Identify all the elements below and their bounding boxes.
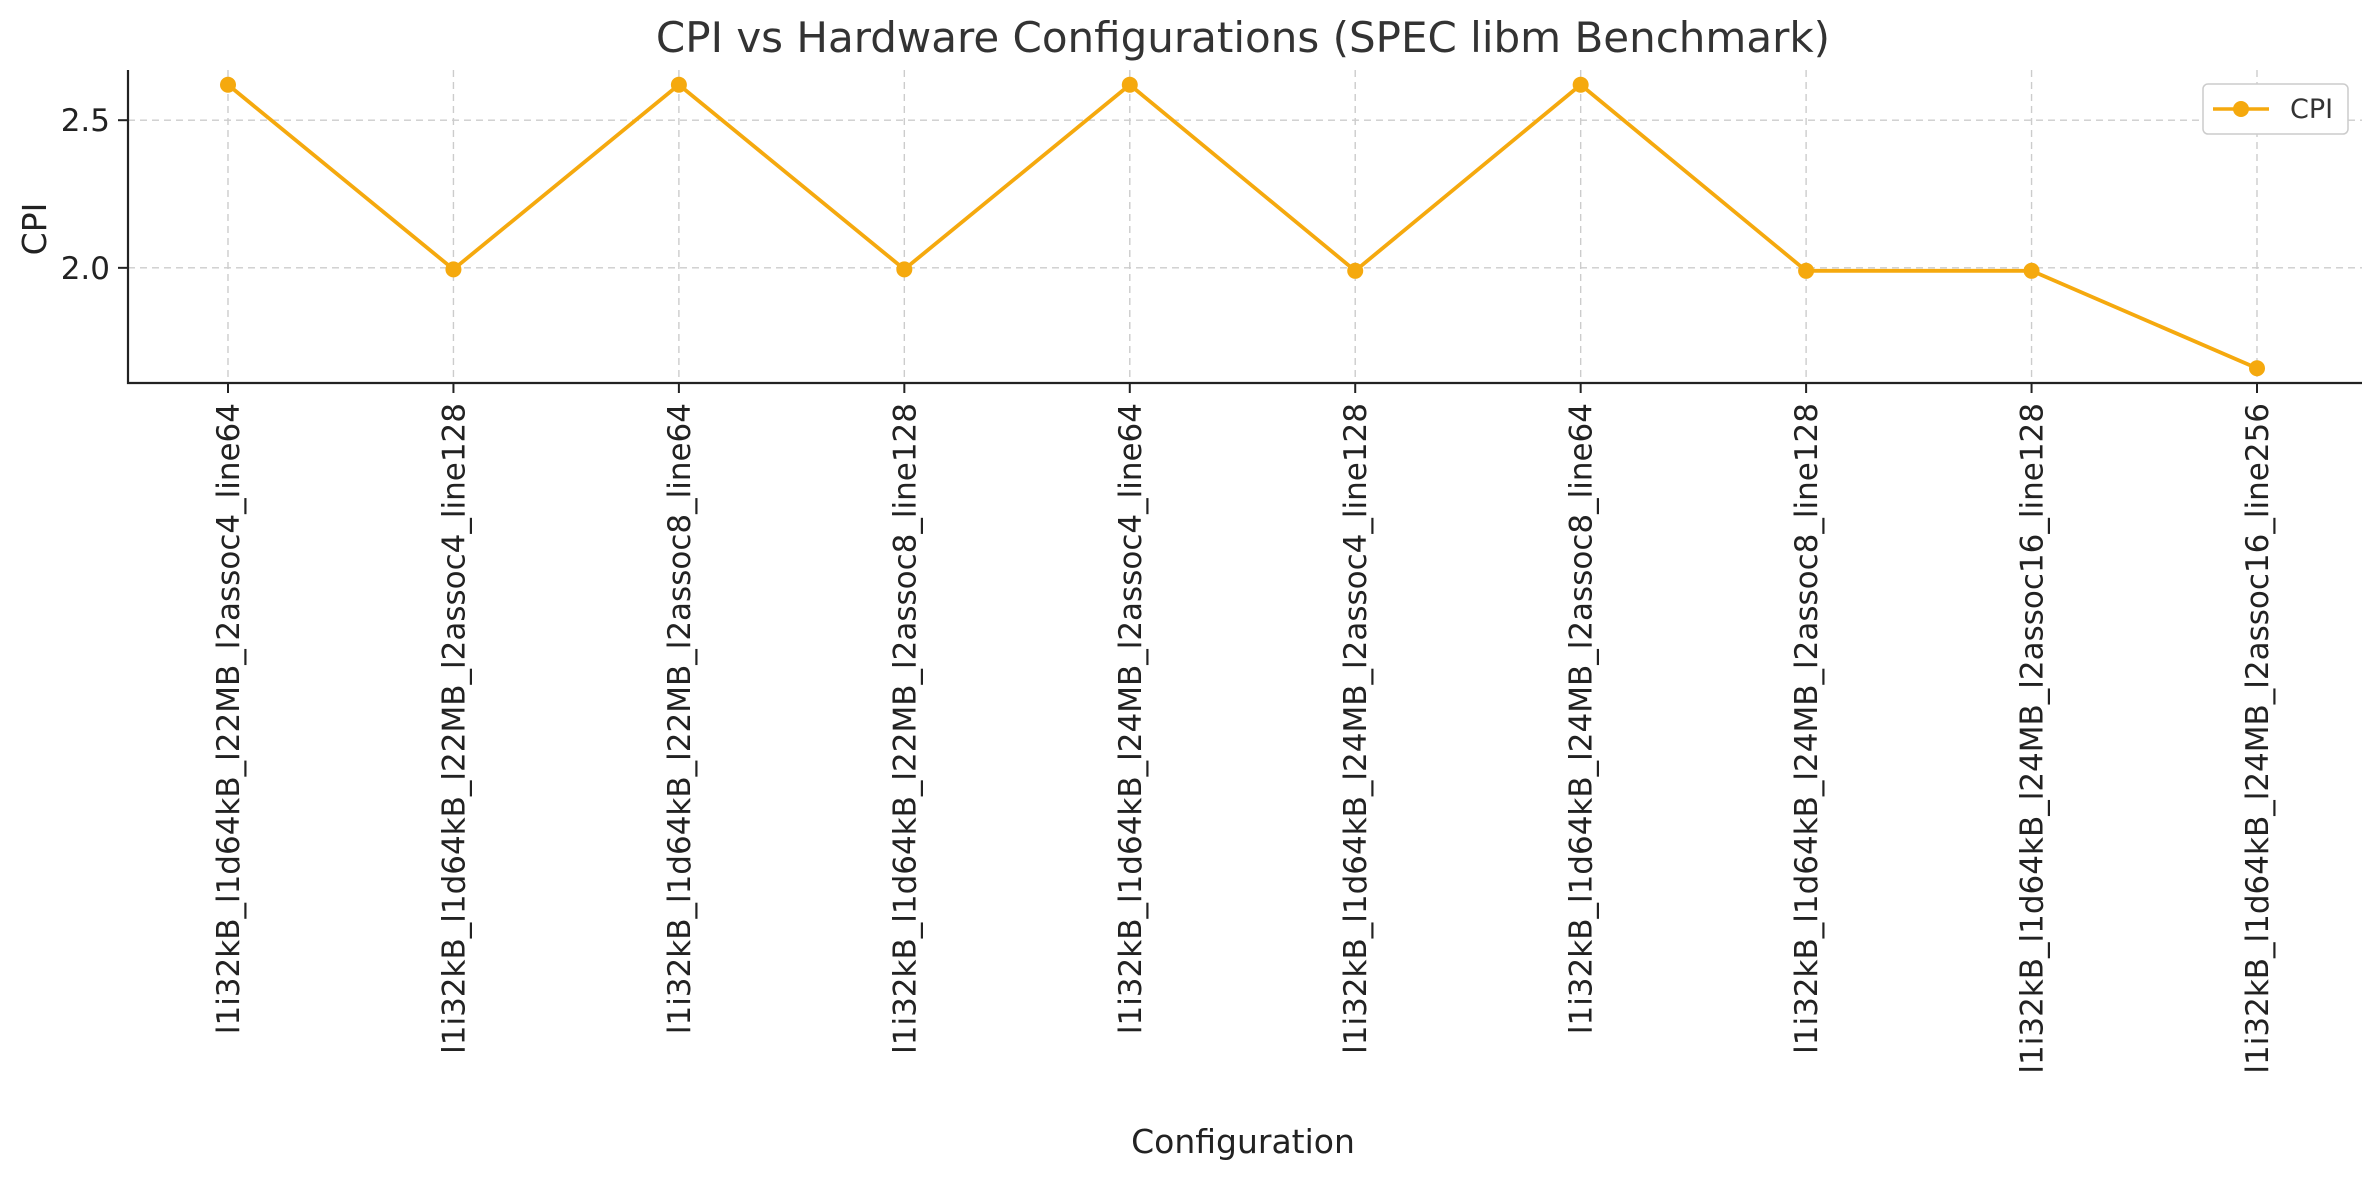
data-point-cpi (445, 261, 462, 278)
y-axis-label: CPI (15, 203, 54, 256)
series-line-cpi (226, 82, 2258, 370)
x-tick-label: l1i32kB_l1d64kB_l24MB_l2assoc4_line64 (1113, 403, 1149, 1034)
x-axis-ticks: l1i32kB_l1d64kB_l22MB_l2assoc4_line64 l1i… (211, 383, 2276, 1074)
x-tick-label: l1i32kB_l1d64kB_l22MB_l2assoc8_line64 (662, 403, 698, 1034)
x-tick-label: l1i32kB_l1d64kB_l24MB_l2assoc16_line128 (2015, 403, 2051, 1074)
y-tick-label: 2.5 (61, 103, 110, 139)
axes-spines (126, 70, 2362, 385)
data-point-cpi (670, 76, 687, 93)
data-point-cpi (2249, 360, 2265, 377)
data-point-cpi (1347, 262, 1364, 279)
data-point-cpi (1798, 262, 1815, 279)
legend: CPI (2202, 83, 2349, 135)
x-tick-label: l1i32kB_l1d64kB_l24MB_l2assoc16_line256 (2240, 403, 2276, 1074)
grid-lines (128, 70, 2362, 383)
x-tick-label: l1i32kB_l1d64kB_l22MB_l2assoc4_line64 (211, 403, 247, 1034)
data-point-cpi (1121, 76, 1138, 93)
y-axis-ticks: 2.0 2.5 (61, 103, 128, 287)
y-tick-label: 2.0 (61, 251, 110, 287)
x-tick-label: l1i32kB_l1d64kB_l24MB_l2assoc8_line64 (1564, 403, 1600, 1034)
legend-label-cpi: CPI (2290, 94, 2333, 125)
x-tick-label: l1i32kB_l1d64kB_l24MB_l2assoc4_line128 (1338, 403, 1374, 1054)
series-cpi (220, 76, 2265, 377)
x-axis-label: Configuration (1131, 1122, 1355, 1161)
x-tick-label: l1i32kB_l1d64kB_l22MB_l2assoc4_line128 (436, 403, 472, 1054)
data-point-cpi (220, 76, 236, 93)
legend-box (2202, 83, 2349, 135)
data-point-cpi (896, 261, 913, 278)
x-tick-label: l1i32kB_l1d64kB_l22MB_l2assoc8_line128 (887, 403, 923, 1054)
chart-title: CPI vs Hardware Configurations (SPEC lib… (656, 13, 1830, 62)
data-point-cpi (1572, 76, 1589, 93)
x-tick-label: l1i32kB_l1d64kB_l24MB_l2assoc8_line128 (1789, 403, 1825, 1054)
data-point-cpi (2023, 262, 2040, 279)
legend-marker-cpi (2233, 101, 2249, 117)
